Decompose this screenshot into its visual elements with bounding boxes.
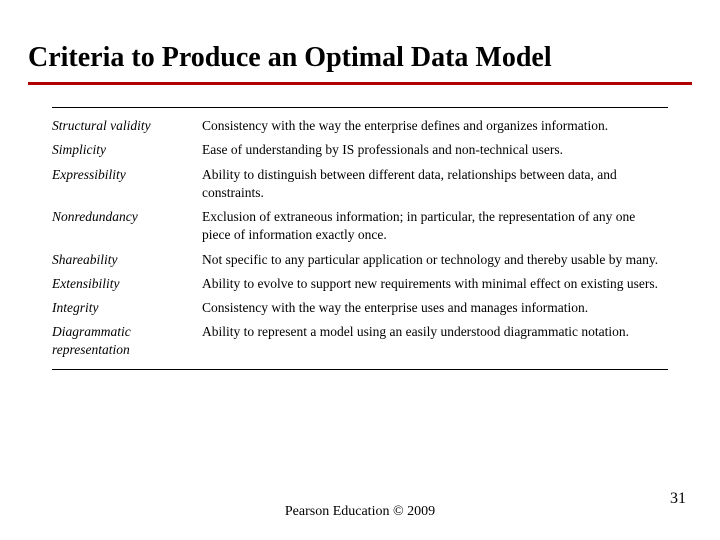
- criteria-desc: Ability to distinguish between different…: [202, 163, 668, 205]
- criteria-desc: Ability to represent a model using an ea…: [202, 320, 668, 362]
- footer-text: Pearson Education © 2009: [0, 504, 720, 520]
- table-row: Expressibility Ability to distinguish be…: [52, 163, 668, 205]
- criteria-term: Diagrammatic representation: [52, 320, 202, 362]
- page-number: 31: [670, 490, 686, 508]
- table-row: Diagrammatic representation Ability to r…: [52, 320, 668, 362]
- table-row: Extensibility Ability to evolve to suppo…: [52, 272, 668, 296]
- criteria-desc: Consistency with the way the enterprise …: [202, 114, 668, 138]
- criteria-term: Structural validity: [52, 114, 202, 138]
- table-bottom-rule: [52, 369, 668, 370]
- criteria-desc: Ability to evolve to support new require…: [202, 272, 668, 296]
- criteria-table-body: Structural validity Consistency with the…: [52, 114, 668, 362]
- table-row: Structural validity Consistency with the…: [52, 114, 668, 138]
- table-top-rule: [52, 107, 668, 108]
- title-block: Criteria to Produce an Optimal Data Mode…: [0, 0, 720, 85]
- slide-title: Criteria to Produce an Optimal Data Mode…: [28, 42, 692, 74]
- criteria-desc: Consistency with the way the enterprise …: [202, 296, 668, 320]
- criteria-term: Nonredundancy: [52, 205, 202, 247]
- criteria-term: Expressibility: [52, 163, 202, 205]
- table-row: Shareability Not specific to any particu…: [52, 248, 668, 272]
- criteria-desc: Exclusion of extraneous information; in …: [202, 205, 668, 247]
- table-row: Nonredundancy Exclusion of extraneous in…: [52, 205, 668, 247]
- criteria-table: Structural validity Consistency with the…: [52, 114, 668, 362]
- title-underline: [28, 82, 692, 85]
- table-row: Simplicity Ease of understanding by IS p…: [52, 138, 668, 162]
- criteria-term: Shareability: [52, 248, 202, 272]
- criteria-term: Simplicity: [52, 138, 202, 162]
- criteria-desc: Not specific to any particular applicati…: [202, 248, 668, 272]
- criteria-term: Extensibility: [52, 272, 202, 296]
- table-row: Integrity Consistency with the way the e…: [52, 296, 668, 320]
- criteria-term: Integrity: [52, 296, 202, 320]
- criteria-table-wrap: Structural validity Consistency with the…: [52, 107, 668, 369]
- criteria-desc: Ease of understanding by IS professional…: [202, 138, 668, 162]
